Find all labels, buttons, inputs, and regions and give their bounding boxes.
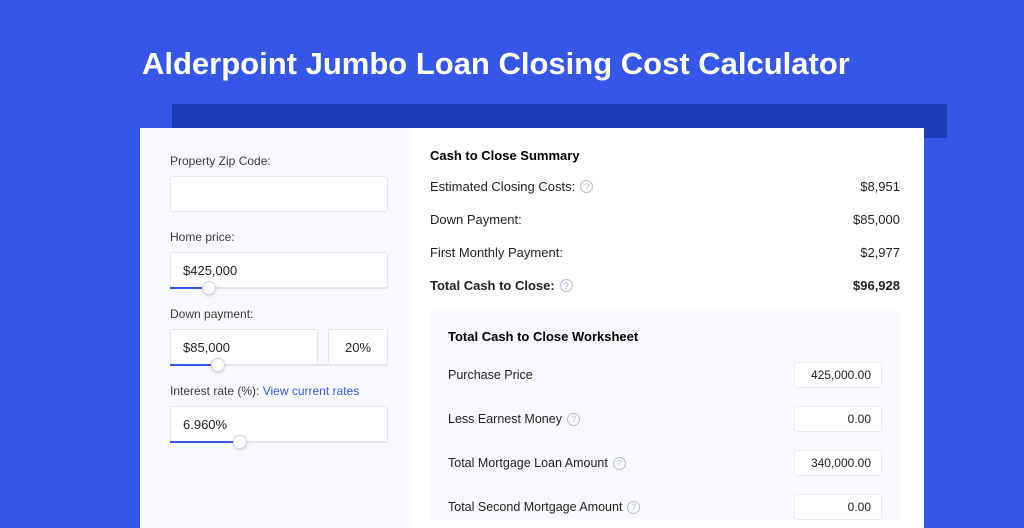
down-payment-field-group: Down payment: $85,000 20% <box>170 307 388 366</box>
worksheet-row-second-mortgage: Total Second Mortgage Amount ? 0.00 <box>448 494 882 520</box>
interest-field-group: Interest rate (%): View current rates 6.… <box>170 384 388 443</box>
calculator-panel: Property Zip Code: Home price: $425,000 … <box>140 128 924 528</box>
help-icon[interactable]: ? <box>580 180 593 193</box>
interest-label-row: Interest rate (%): View current rates <box>170 384 388 398</box>
summary-label-text: Estimated Closing Costs: <box>430 179 575 194</box>
summary-row-first-payment: First Monthly Payment: $2,977 <box>430 245 900 260</box>
home-price-input[interactable]: $425,000 <box>170 252 388 288</box>
summary-value: $2,977 <box>860 245 900 260</box>
summary-value: $85,000 <box>853 212 900 227</box>
summary-title: Cash to Close Summary <box>430 148 900 163</box>
worksheet-title: Total Cash to Close Worksheet <box>448 329 882 344</box>
worksheet-label-text: Purchase Price <box>448 368 533 382</box>
summary-value: $96,928 <box>853 278 900 293</box>
interest-slider-fill <box>170 441 240 443</box>
home-price-field-group: Home price: $425,000 <box>170 230 388 289</box>
down-payment-slider-handle[interactable] <box>211 358 225 372</box>
summary-row-total: Total Cash to Close: ? $96,928 <box>430 278 900 293</box>
summary-label-text: First Monthly Payment: <box>430 245 563 260</box>
worksheet-value: 340,000.00 <box>794 450 882 476</box>
worksheet-row-purchase-price: Purchase Price 425,000.00 <box>448 362 882 388</box>
summary-value: $8,951 <box>860 179 900 194</box>
help-icon[interactable]: ? <box>613 457 626 470</box>
down-payment-label: Down payment: <box>170 307 388 321</box>
zip-label: Property Zip Code: <box>170 154 388 168</box>
home-price-slider-handle[interactable] <box>202 281 216 295</box>
worksheet-value: 0.00 <box>794 494 882 520</box>
worksheet-value: 425,000.00 <box>794 362 882 388</box>
worksheet-row-loan-amount: Total Mortgage Loan Amount ? 340,000.00 <box>448 450 882 476</box>
inputs-column: Property Zip Code: Home price: $425,000 … <box>140 128 410 528</box>
worksheet-label-text: Less Earnest Money <box>448 412 562 426</box>
interest-input[interactable]: 6.960% <box>170 406 388 442</box>
help-icon[interactable]: ? <box>560 279 573 292</box>
interest-slider[interactable] <box>170 441 388 443</box>
down-payment-input[interactable]: $85,000 <box>170 329 318 365</box>
worksheet-panel: Total Cash to Close Worksheet Purchase P… <box>430 311 900 520</box>
worksheet-row-earnest-money: Less Earnest Money ? 0.00 <box>448 406 882 432</box>
results-column: Cash to Close Summary Estimated Closing … <box>410 128 924 528</box>
interest-slider-handle[interactable] <box>233 435 247 449</box>
home-price-label: Home price: <box>170 230 388 244</box>
interest-label: Interest rate (%): <box>170 384 259 398</box>
worksheet-value: 0.00 <box>794 406 882 432</box>
summary-label-text: Total Cash to Close: <box>430 278 555 293</box>
worksheet-label-text: Total Mortgage Loan Amount <box>448 456 608 470</box>
down-payment-pct-input[interactable]: 20% <box>328 329 388 365</box>
summary-row-closing-costs: Estimated Closing Costs: ? $8,951 <box>430 179 900 194</box>
view-rates-link[interactable]: View current rates <box>263 384 360 398</box>
zip-input[interactable] <box>170 176 388 212</box>
zip-field-group: Property Zip Code: <box>170 154 388 212</box>
help-icon[interactable]: ? <box>567 413 580 426</box>
down-payment-slider[interactable] <box>170 364 388 366</box>
summary-label-text: Down Payment: <box>430 212 522 227</box>
summary-row-down-payment: Down Payment: $85,000 <box>430 212 900 227</box>
home-price-slider[interactable] <box>170 287 388 289</box>
page-title: Alderpoint Jumbo Loan Closing Cost Calcu… <box>0 0 1024 82</box>
